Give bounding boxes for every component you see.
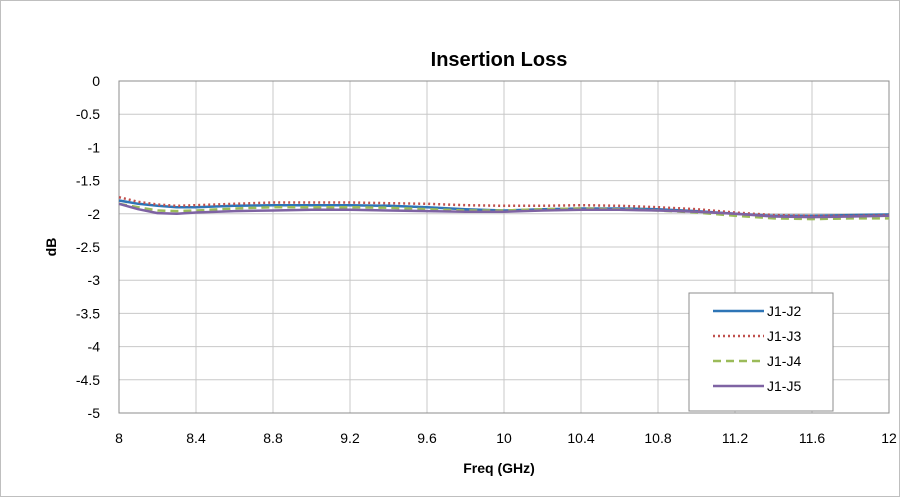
x-tick-label: 10.8 xyxy=(644,430,671,446)
x-tick-label: 12 xyxy=(881,430,897,446)
x-tick-label: 9.2 xyxy=(340,430,360,446)
y-tick-label: -4 xyxy=(88,339,101,355)
y-tick-label: -0.5 xyxy=(76,106,100,122)
plot-area xyxy=(118,80,890,414)
x-tick-label: 8 xyxy=(115,430,123,446)
x-tick-label: 8.8 xyxy=(263,430,283,446)
series-line-j1-j5 xyxy=(118,202,890,219)
y-tick-label: -3 xyxy=(88,272,101,288)
y-tick-label: -1.5 xyxy=(76,173,100,189)
x-tick-label: 10.4 xyxy=(567,430,594,446)
y-tick-label: -2 xyxy=(88,206,101,222)
y-tick-label: -2.5 xyxy=(76,239,100,255)
legend-label-j1-j3: J1-J3 xyxy=(767,328,801,344)
x-tick-labels: 8 8.4 8.8 9.2 9.6 10 10.4 10.8 11.2 11.6 12 xyxy=(115,430,897,446)
series-line-j1-j4 xyxy=(118,202,889,221)
x-tick-label: 11.6 xyxy=(799,430,825,446)
y-tick-label: 0 xyxy=(92,73,100,89)
x-tick-label: 8.4 xyxy=(186,430,206,446)
legend-box xyxy=(688,292,834,412)
y-tick-label: -4.5 xyxy=(76,372,100,388)
x-tick-label: 11.2 xyxy=(722,430,748,446)
plot-border xyxy=(118,80,890,414)
chart-title: Insertion Loss xyxy=(431,49,568,71)
legend: J1-J2 J1-J3 J1-J4 J1-J5 xyxy=(688,292,834,412)
x-axis-title: Freq (GHz) xyxy=(463,460,535,476)
x-tick-label: 10 xyxy=(496,430,512,446)
y-tick-label: -5 xyxy=(88,405,101,421)
series-lines xyxy=(118,195,890,221)
legend-label-j1-j2: J1-J2 xyxy=(767,303,801,319)
y-tick-labels: 0 -0.5 -1 -1.5 -2 -2.5 -3 -3.5 -4 -4.5 -5 xyxy=(76,73,100,421)
y-tick-label: -3.5 xyxy=(76,305,100,321)
legend-label-j1-j4: J1-J4 xyxy=(767,353,801,369)
y-axis-title: dB xyxy=(43,238,59,257)
legend-label-j1-j5: J1-J5 xyxy=(767,378,801,394)
x-tick-label: 9.6 xyxy=(417,430,437,446)
series-line-j1-j3 xyxy=(118,195,890,218)
y-tick-label: -1 xyxy=(88,139,101,155)
